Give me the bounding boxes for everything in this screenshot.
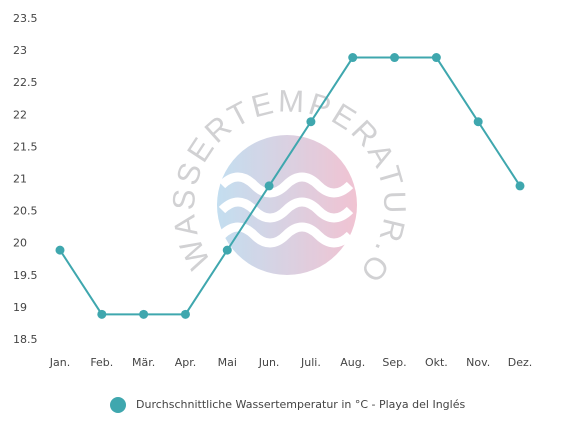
y-tick-label: 22.5	[13, 76, 38, 89]
x-tick-label: Okt.	[425, 356, 448, 369]
y-tick-label: 22	[13, 108, 27, 121]
x-tick-label: Jun.	[258, 356, 280, 369]
data-point	[97, 309, 107, 319]
y-tick-label: 21.5	[13, 140, 38, 153]
data-point	[431, 53, 441, 63]
x-tick-label: Nov.	[466, 356, 490, 369]
data-point	[180, 309, 190, 319]
y-tick-label: 19	[13, 301, 27, 314]
data-point	[139, 309, 149, 319]
y-tick-label: 21	[13, 173, 27, 186]
data-point	[55, 245, 65, 255]
y-tick-label: 23	[13, 44, 27, 57]
x-tick-label: Aug.	[340, 356, 365, 369]
x-tick-label: Dez.	[508, 356, 533, 369]
y-tick-label: 18.5	[13, 333, 38, 346]
data-point	[348, 53, 358, 63]
data-point	[264, 181, 274, 191]
legend-marker	[110, 397, 126, 413]
data-point	[306, 117, 316, 127]
y-tick-label: 19.5	[13, 269, 38, 282]
x-tick-label: Mai	[218, 356, 237, 369]
wave	[218, 172, 354, 198]
x-tick-label: Jan.	[49, 356, 70, 369]
series-line	[59, 56, 521, 316]
data-point	[222, 245, 232, 255]
y-tick-label: 20.5	[13, 205, 38, 218]
data-point	[515, 181, 525, 191]
legend-label: Durchschnittliche Wassertemperatur in °C…	[136, 398, 465, 411]
data-point	[390, 53, 400, 63]
wave	[218, 222, 354, 248]
y-tick-label: 20	[13, 237, 27, 250]
x-tick-label: Feb.	[90, 356, 113, 369]
wave	[218, 197, 354, 223]
y-tick-label: 23.5	[13, 12, 38, 25]
data-point	[473, 117, 483, 127]
x-tick-label: Sep.	[382, 356, 406, 369]
x-tick-label: Juli.	[300, 356, 321, 369]
x-tick-label: Mär.	[132, 356, 155, 369]
x-tick-label: Apr.	[175, 356, 197, 369]
